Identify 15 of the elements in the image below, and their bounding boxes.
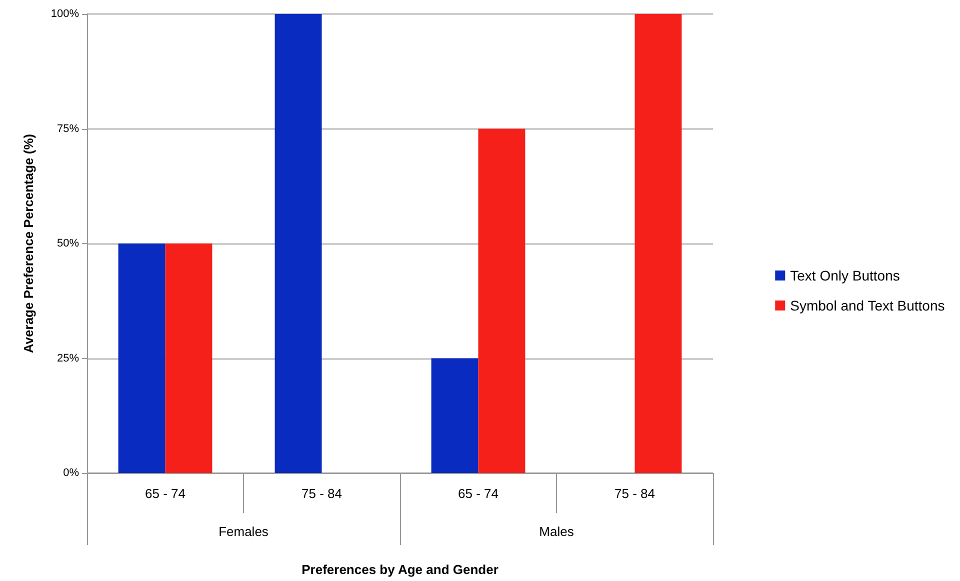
text: Females [218,524,269,539]
x-axis-title: Preferences by Age and Gender [302,562,498,577]
legend-label: Text Only Buttons [790,268,900,284]
y-tick-label: 25% [56,352,80,364]
y-tick-label: 75% [56,122,80,135]
x-tick-label: 75 - 84 [614,486,655,501]
x-tick-label: 65 - 74 [458,486,498,501]
text: Males [539,524,574,539]
y-tick-label: 0% [63,467,80,479]
y-axis-title: Average Preference Percentage (%) [21,134,36,354]
legend-label: Symbol and Text Buttons [790,298,945,314]
y-tick-label: 50% [56,238,80,250]
y-tick-label: 100% [50,8,80,20]
x-tick-label: 65 - 74 [145,486,186,501]
x-tick-label: 75 - 84 [302,486,342,501]
